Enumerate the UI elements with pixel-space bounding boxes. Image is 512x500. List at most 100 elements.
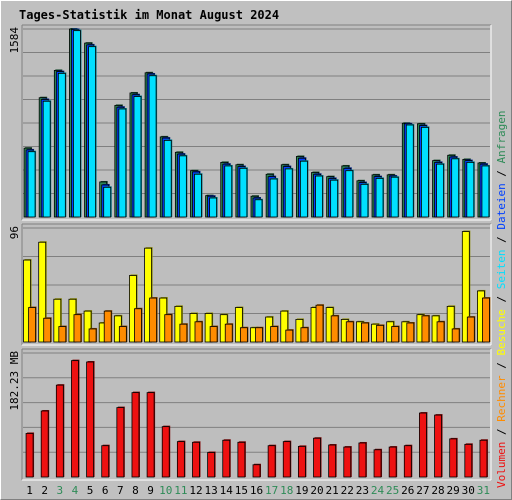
x-tick-label: 30 bbox=[462, 484, 475, 497]
bar-seiten-day-31 bbox=[481, 165, 490, 218]
bar-besuche-day-3 bbox=[53, 298, 62, 343]
bar-rechner-day-6 bbox=[103, 310, 112, 343]
bar-rechner-day-24 bbox=[376, 324, 384, 343]
right-legend: Volumen / Rechner / Besuche / Seiten / D… bbox=[495, 110, 508, 488]
bar-seiten-day-3 bbox=[57, 72, 66, 218]
bar-volumen-day-16 bbox=[252, 464, 261, 478]
bar-volumen-day-19 bbox=[297, 445, 306, 478]
y-axis-label: 1584 bbox=[8, 27, 21, 54]
x-tick-label: 31 bbox=[477, 484, 490, 497]
bar-volumen-day-23 bbox=[358, 442, 367, 478]
x-tick-labels: 1 2 3 4 5 6 7 8 9 10 11 12 13 14 15 16 17 18 19 20 21 22 23 24 2… bbox=[26, 484, 490, 497]
legend-volumen: Volumen bbox=[495, 442, 508, 488]
x-tick-label: 23 bbox=[356, 484, 369, 497]
bar-volumen-day-1 bbox=[25, 433, 34, 478]
bar-besuche-day-29 bbox=[446, 305, 455, 343]
bar-besuche-day-15 bbox=[234, 307, 243, 343]
legend-dateien: Dateien bbox=[495, 183, 508, 229]
bar-seiten-day-24 bbox=[375, 178, 384, 218]
x-tick-label: 28 bbox=[431, 484, 444, 497]
bar-besuche-day-9 bbox=[144, 247, 152, 343]
panel-background bbox=[22, 349, 491, 480]
bar-besuche-day-30 bbox=[461, 231, 470, 343]
bar-rechner-day-17 bbox=[270, 326, 279, 343]
x-tick-label: 11 bbox=[174, 484, 187, 497]
bar-volumen-day-24 bbox=[373, 449, 382, 478]
bar-seiten-day-30 bbox=[466, 162, 475, 218]
chart-title: Tages-Statistik im Monat August 2024 bbox=[19, 8, 279, 22]
bar-rechner-day-20 bbox=[315, 304, 324, 343]
bar-volumen-day-13 bbox=[207, 452, 216, 478]
bar-rechner-day-29 bbox=[451, 328, 460, 343]
right-legend-text: Volumen / Rechner / Besuche / Seiten / D… bbox=[495, 110, 508, 488]
x-tick-label: 14 bbox=[220, 484, 234, 497]
bar-rechner-day-8 bbox=[134, 308, 142, 343]
x-tick-label: 18 bbox=[280, 484, 293, 497]
bar-rechner-day-23 bbox=[361, 322, 369, 343]
bar-besuche-day-1 bbox=[23, 259, 31, 343]
bar-rechner-day-18 bbox=[285, 329, 294, 343]
x-tick-label: 20 bbox=[310, 484, 323, 497]
bar-besuche-day-5 bbox=[83, 310, 92, 343]
legend-besuche: Besuche bbox=[495, 309, 508, 355]
bar-volumen-day-8 bbox=[131, 392, 140, 478]
bar-rechner-day-31 bbox=[482, 297, 490, 343]
bar-volumen-day-7 bbox=[116, 407, 125, 478]
bar-seiten-day-18 bbox=[284, 168, 293, 218]
bar-rechner-day-12 bbox=[194, 321, 203, 343]
legend-separator: / bbox=[495, 163, 508, 183]
bar-rechner-day-14 bbox=[224, 323, 233, 343]
bar-seiten-day-1 bbox=[27, 151, 36, 218]
bar-seiten-day-20 bbox=[315, 175, 323, 218]
bar-rechner-day-3 bbox=[58, 326, 67, 343]
bar-rechner-day-19 bbox=[300, 327, 309, 343]
x-tick-label: 25 bbox=[386, 484, 399, 497]
bar-seiten-day-10 bbox=[163, 140, 172, 218]
legend-separator: / bbox=[495, 289, 508, 309]
legend-separator: / bbox=[495, 230, 508, 250]
bar-volumen-day-30 bbox=[464, 443, 473, 478]
bar-seiten-day-15 bbox=[239, 167, 248, 218]
x-tick-label: 22 bbox=[341, 484, 354, 497]
x-tick-label: 29 bbox=[447, 484, 460, 497]
bar-seiten-day-2 bbox=[42, 100, 51, 218]
panel-3: 182.23 MB bbox=[8, 348, 492, 481]
bar-rechner-day-11 bbox=[179, 323, 188, 343]
bar-seiten-day-12 bbox=[194, 173, 202, 218]
y-axis-label: 96 bbox=[8, 226, 21, 239]
legend-rechner: Rechner bbox=[495, 375, 508, 422]
bar-rechner-day-27 bbox=[421, 315, 430, 343]
bar-besuche-day-2 bbox=[38, 241, 47, 343]
x-tick-label: 13 bbox=[204, 484, 217, 497]
bar-rechner-day-9 bbox=[149, 297, 157, 343]
panel-2: 96 bbox=[8, 223, 492, 346]
bar-volumen-day-17 bbox=[267, 445, 276, 478]
x-tick-label: 6 bbox=[102, 484, 109, 497]
bar-volumen-day-18 bbox=[282, 441, 291, 478]
bar-seiten-day-26 bbox=[405, 124, 414, 218]
bar-rechner-day-1 bbox=[28, 307, 36, 343]
bar-rechner-day-30 bbox=[466, 316, 475, 343]
bar-seiten-day-13 bbox=[209, 197, 218, 218]
bar-seiten-day-17 bbox=[269, 178, 278, 218]
bar-rechner-day-28 bbox=[436, 321, 445, 343]
x-tick-label: 5 bbox=[87, 484, 94, 497]
bar-volumen-day-2 bbox=[40, 410, 49, 478]
x-tick-label: 7 bbox=[117, 484, 124, 497]
bar-volumen-day-12 bbox=[192, 441, 200, 478]
x-tick-label: 12 bbox=[189, 484, 202, 497]
bar-seiten-day-6 bbox=[103, 186, 112, 218]
legend-separator: / bbox=[495, 356, 508, 376]
bar-rechner-day-7 bbox=[118, 326, 127, 343]
x-tick-label: 21 bbox=[326, 484, 339, 497]
bar-rechner-day-15 bbox=[239, 327, 248, 343]
bar-rechner-day-5 bbox=[88, 328, 97, 343]
bar-rechner-day-2 bbox=[43, 317, 52, 343]
legend-seiten: Seiten bbox=[495, 250, 508, 290]
panels-layer: 1584 96 182.23 MB bbox=[8, 24, 492, 481]
bar-volumen-day-20 bbox=[313, 437, 321, 478]
bar-volumen-day-14 bbox=[222, 439, 231, 478]
bar-volumen-day-3 bbox=[55, 384, 64, 478]
x-tick-label: 19 bbox=[295, 484, 308, 497]
